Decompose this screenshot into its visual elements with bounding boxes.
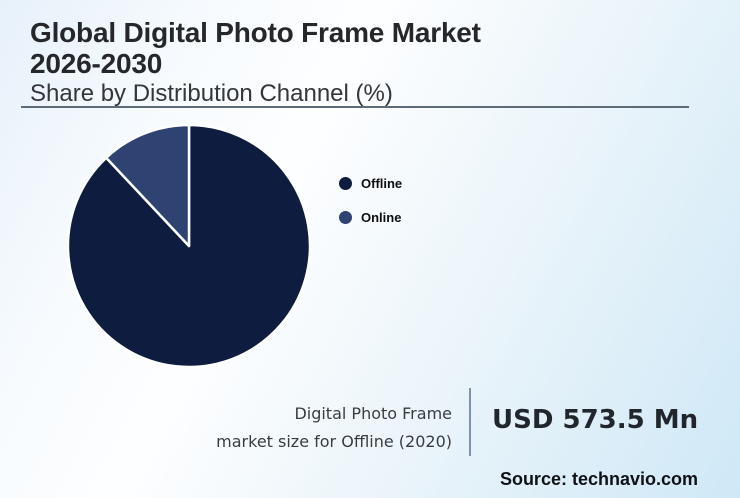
header-divider xyxy=(21,106,689,108)
legend-label-offline: Offline xyxy=(361,176,403,191)
stat-value: USD 573.5 Mn xyxy=(492,405,699,435)
legend-item-online: Online xyxy=(339,210,402,225)
page-title-line2: 2026-2030 xyxy=(30,48,163,79)
stat-label-line2: market size for Offline (2020) xyxy=(216,432,452,451)
stat-label: Digital Photo Frame market size for Offl… xyxy=(132,400,452,456)
legend-swatch-offline xyxy=(339,177,352,190)
page-title: Global Digital Photo Frame Market 2026-2… xyxy=(30,17,481,79)
pie-slice-online xyxy=(104,123,191,248)
legend-label-online: Online xyxy=(361,210,402,225)
legend-item-offline: Offline xyxy=(339,176,402,191)
chart-legend: Offline Online xyxy=(339,176,402,244)
pie-chart xyxy=(66,123,312,369)
page-subtitle: Share by Distribution Channel (%) xyxy=(30,80,393,107)
pie-slice-offline xyxy=(66,123,312,369)
source-credit: Source: technavio.com xyxy=(499,469,698,489)
stat-label-line1: Digital Photo Frame xyxy=(294,404,452,423)
page-title-line1: Global Digital Photo Frame Market xyxy=(30,17,481,48)
legend-swatch-online xyxy=(339,211,352,224)
stat-divider xyxy=(469,388,471,456)
